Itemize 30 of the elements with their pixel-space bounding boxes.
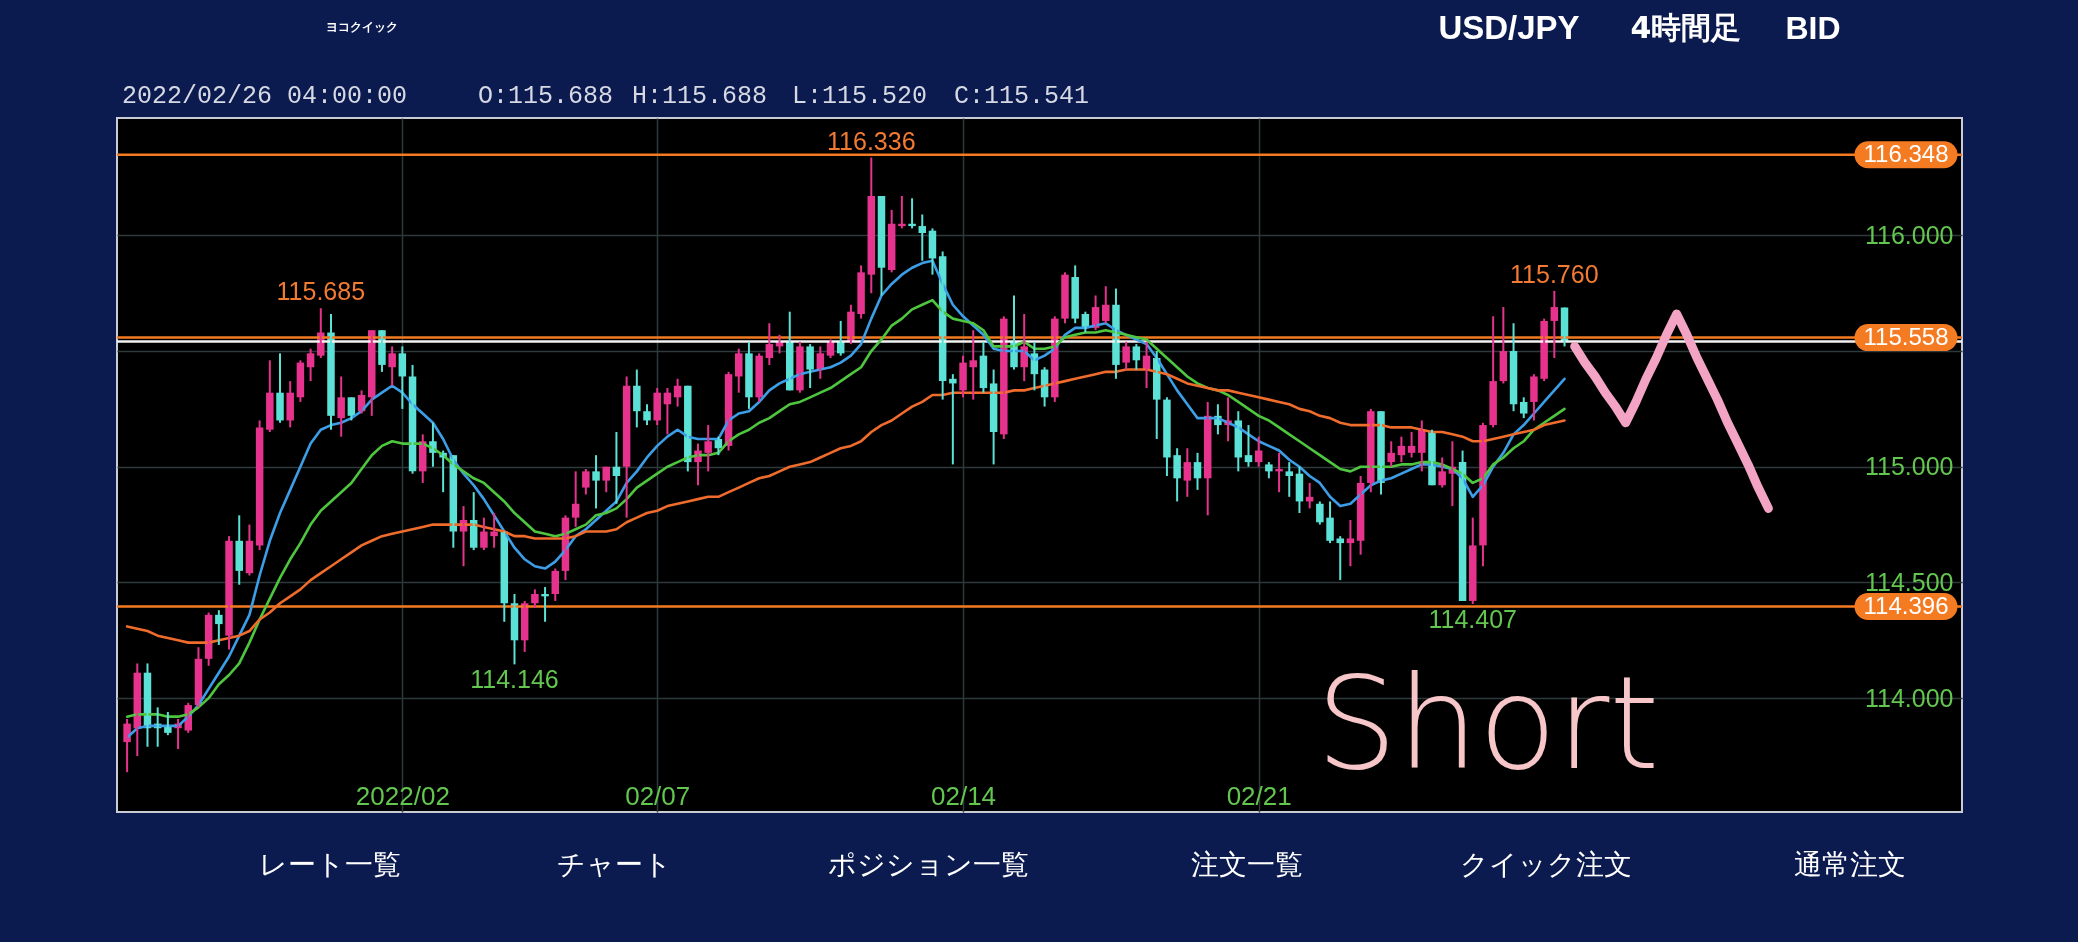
text: ヨコクイック <box>326 20 398 34</box>
x-tick-label: 02/14 <box>931 780 997 811</box>
x-tick-label: 02/21 <box>1226 780 1292 811</box>
text: O:115.688 <box>478 82 614 111</box>
text: 2022/02/26 04:00:00 <box>122 82 408 111</box>
annotation: Short <box>1316 649 1660 798</box>
text: レート一覧 <box>259 848 401 881</box>
text: 注文一覧 <box>1191 848 1303 881</box>
text: 通常注文 <box>1794 848 1906 881</box>
text: ポジション一覧 <box>827 848 1029 881</box>
text: チャート <box>556 848 672 881</box>
y-tick-label: 116.000 <box>1864 220 1954 249</box>
text: クイック注文 <box>1460 848 1632 881</box>
text: C:115.541 <box>954 82 1090 111</box>
text: BID <box>1785 10 1841 46</box>
text: H:115.688 <box>632 82 768 111</box>
annotation: 115.685 <box>276 277 366 306</box>
text: 4時間足 <box>1630 10 1742 45</box>
annotation: 114.407 <box>1428 604 1518 633</box>
annotation: 114.146 <box>470 665 559 694</box>
y-tick-label: 115.000 <box>1864 452 1954 481</box>
chart-title: USD/JPY <box>1438 9 1580 46</box>
text: L:115.520 <box>792 82 928 111</box>
x-tick-label: 2022/02 <box>355 780 450 811</box>
x-tick-label: 02/07 <box>625 780 691 811</box>
y-tick-label: 114.000 <box>1864 683 1954 712</box>
annotation: 116.336 <box>827 126 916 155</box>
ref-line-label: 115.558 <box>1863 322 1949 350</box>
annotation: 115.760 <box>1510 259 1599 288</box>
ref-line-label: 116.348 <box>1863 139 1949 167</box>
